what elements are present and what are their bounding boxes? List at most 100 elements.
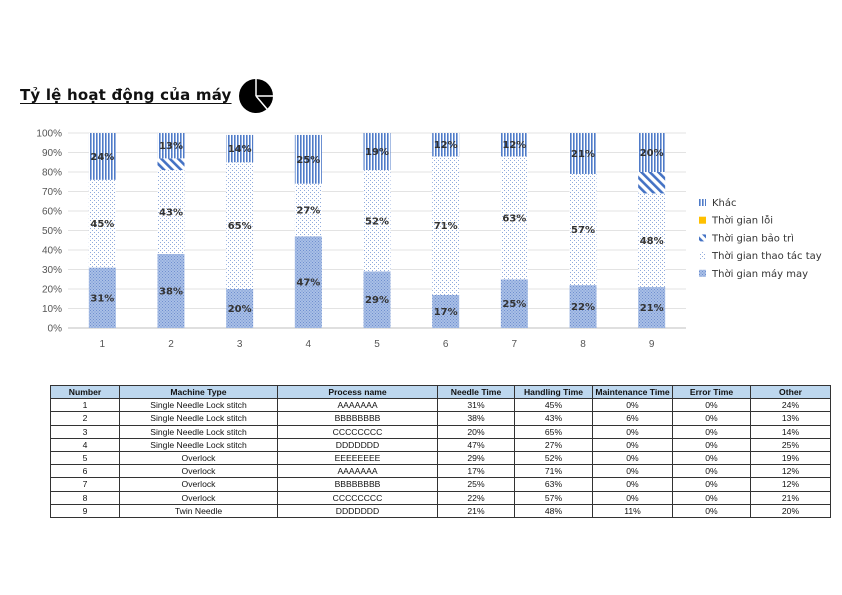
bar-segment — [638, 172, 666, 194]
data-label: 13% — [159, 141, 183, 152]
table-cell: 1 — [50, 398, 120, 413]
data-label: 17% — [434, 307, 458, 318]
bar-segment — [569, 133, 597, 174]
table-cell: 25% — [750, 437, 831, 452]
x-tick-label: 1 — [100, 339, 106, 350]
x-tick-label: 9 — [649, 339, 655, 350]
y-tick-label: 100% — [36, 129, 62, 140]
bar-segment — [157, 158, 185, 171]
table-cell: 0% — [672, 450, 751, 466]
x-tick-label: 4 — [306, 339, 312, 350]
y-tick-label: 40% — [42, 246, 62, 257]
table-cell: 0% — [592, 437, 673, 452]
table-cell: 43% — [514, 411, 593, 426]
bar-segment — [432, 294, 460, 328]
table-cell: 0% — [592, 490, 673, 505]
column-header: Other — [750, 384, 831, 400]
stacked-bar-chart: 0% 10% 20% 30% 40% 50% 60% 70% 80% 90% 100% 31% 45%… — [36, 129, 821, 351]
bar-segment — [363, 271, 391, 328]
table-cell: 47% — [437, 437, 515, 452]
data-label: 57% — [571, 225, 595, 236]
data-label: 19% — [365, 147, 389, 158]
bar-segment — [638, 133, 666, 172]
table-cell: 6 — [50, 464, 120, 479]
bar-segment — [569, 173, 597, 286]
table-cell: 20% — [750, 503, 831, 518]
table-row: 8 Overlock CCCCCCCC 22% 57% 0% 0% 21% — [50, 490, 831, 505]
table-cell: 45% — [514, 398, 593, 413]
y-tick-label: 20% — [42, 285, 62, 296]
table-cell: 11% — [592, 503, 673, 518]
y-tick-label: 10% — [42, 304, 62, 315]
x-tick-label: 8 — [580, 339, 586, 350]
data-label: 27% — [296, 206, 320, 217]
data-table: Number Machine Type Process name Needle Tim… — [50, 384, 831, 518]
table-cell: 20% — [437, 424, 515, 439]
bar-segment — [88, 267, 116, 328]
table-row: 9 Twin Needle DDDDDDD 21% 48% 11% 0% 20% — [50, 503, 831, 518]
data-label: 65% — [228, 221, 252, 232]
table-cell: Single Needle Lock stitch — [119, 424, 278, 439]
table-row: 1 Single Needle Lock stitch AAAAAAA 31% 45% 0… — [50, 398, 831, 413]
legend-label: Thời gian lỗi — [711, 214, 773, 227]
table-cell: 7 — [50, 477, 120, 492]
data-label: 71% — [434, 221, 458, 232]
y-tick-label: 70% — [42, 187, 62, 198]
bar-segment — [500, 279, 528, 328]
bar-segment — [294, 183, 322, 237]
table-cell: 65% — [514, 424, 593, 439]
table-cell: 12% — [750, 464, 831, 479]
page-title: Tỷ lệ hoạt động của máy — [20, 86, 232, 104]
table-cell: Overlock — [119, 450, 278, 466]
x-tick-label: 3 — [237, 339, 243, 350]
bar-segment — [294, 134, 322, 184]
table-row: 7 Overlock BBBBBBBB 25% 63% 0% 0% 12% — [50, 477, 831, 492]
x-tick-label: 5 — [374, 339, 380, 350]
table-cell: 63% — [514, 477, 593, 492]
bar-segment — [226, 162, 254, 289]
column-header: Number — [50, 384, 120, 400]
table-cell: Single Needle Lock stitch — [119, 398, 278, 413]
y-tick-label: 0% — [48, 324, 63, 335]
table-row: 4 Single Needle Lock stitch DDDDDDD 47% 27% 0… — [50, 437, 831, 452]
table-cell: 4 — [50, 437, 120, 452]
table-cell: 0% — [592, 398, 673, 413]
table-cell: 29% — [437, 450, 515, 466]
bar-segment — [638, 287, 666, 328]
table-cell: 38% — [437, 411, 515, 426]
pie-chart-icon — [239, 79, 273, 113]
table-cell: 24% — [750, 398, 831, 413]
data-label: 47% — [296, 278, 320, 289]
data-label: 43% — [159, 207, 183, 218]
table-cell: 0% — [672, 477, 751, 492]
table-cell: DDDDDDD — [277, 437, 438, 452]
legend-swatch — [699, 216, 706, 224]
bar-segment — [157, 170, 185, 254]
table-cell: 0% — [672, 464, 751, 479]
y-tick-label: 30% — [42, 265, 62, 276]
x-tick-label: 2 — [168, 339, 174, 350]
table-cell: 31% — [437, 398, 515, 413]
data-label: 48% — [640, 236, 664, 247]
table-row: 3 Single Needle Lock stitch CCCCCCCC 20% 65%… — [50, 424, 831, 439]
table-cell: 0% — [592, 424, 673, 439]
x-tick-label: 7 — [512, 339, 518, 350]
legend-label: Thời gian bảo trì — [711, 232, 794, 244]
table-cell: AAAAAAA — [277, 398, 438, 413]
table-cell: 6% — [592, 411, 673, 426]
table-cell: 8 — [50, 490, 120, 505]
table-row: 2 Single Needle Lock stitch BBBBBBBB 38% 43%… — [50, 411, 831, 426]
table-cell: 0% — [672, 411, 751, 426]
bar-segment — [363, 133, 391, 171]
table-cell: EEEEEEEE — [277, 450, 438, 466]
bar-segment — [500, 133, 528, 157]
column-header: Maintenance Time — [592, 384, 673, 400]
bar-segment — [157, 133, 185, 159]
legend-swatch — [699, 269, 706, 277]
table-cell: Overlock — [119, 490, 278, 505]
table-cell: 0% — [672, 503, 751, 518]
data-label: 38% — [159, 286, 183, 297]
y-tick-label: 80% — [42, 168, 62, 179]
bar-segment — [432, 133, 460, 157]
column-header: Needle Time — [437, 384, 515, 400]
